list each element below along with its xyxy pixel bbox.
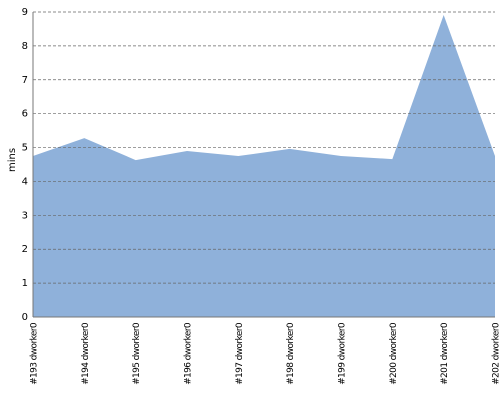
x-tick-label: #198 dworker0 bbox=[286, 322, 296, 385]
y-tick-label: 9 bbox=[22, 7, 28, 18]
y-tick-label: 1 bbox=[22, 278, 28, 289]
y-tick-label: 4 bbox=[22, 176, 28, 187]
x-tick-label: #200 dworker0 bbox=[389, 322, 399, 385]
area bbox=[33, 15, 495, 318]
y-tick-label: 6 bbox=[22, 109, 28, 120]
x-tick-label: #194 dworker0 bbox=[81, 322, 91, 385]
x-tick-label: #193 dworker0 bbox=[30, 322, 40, 385]
x-tick-label: #195 dworker0 bbox=[132, 322, 142, 385]
y-tick-label: 2 bbox=[22, 244, 28, 255]
x-tick-label: #199 dworker0 bbox=[338, 322, 348, 385]
y-axis-label: mins bbox=[7, 148, 18, 172]
x-tick-label: #197 dworker0 bbox=[235, 322, 245, 385]
y-tick-label: 7 bbox=[22, 75, 28, 86]
y-tick-label: 0 bbox=[22, 312, 28, 323]
y-tick-label: 3 bbox=[22, 210, 28, 221]
y-tick-label: 5 bbox=[22, 143, 28, 154]
x-tick-label: #201 dworker0 bbox=[440, 322, 450, 385]
x-tick-label: #196 dworker0 bbox=[184, 322, 194, 385]
y-tick-label: 8 bbox=[22, 41, 28, 52]
x-tick-label: #202 dworker0 bbox=[492, 322, 500, 385]
